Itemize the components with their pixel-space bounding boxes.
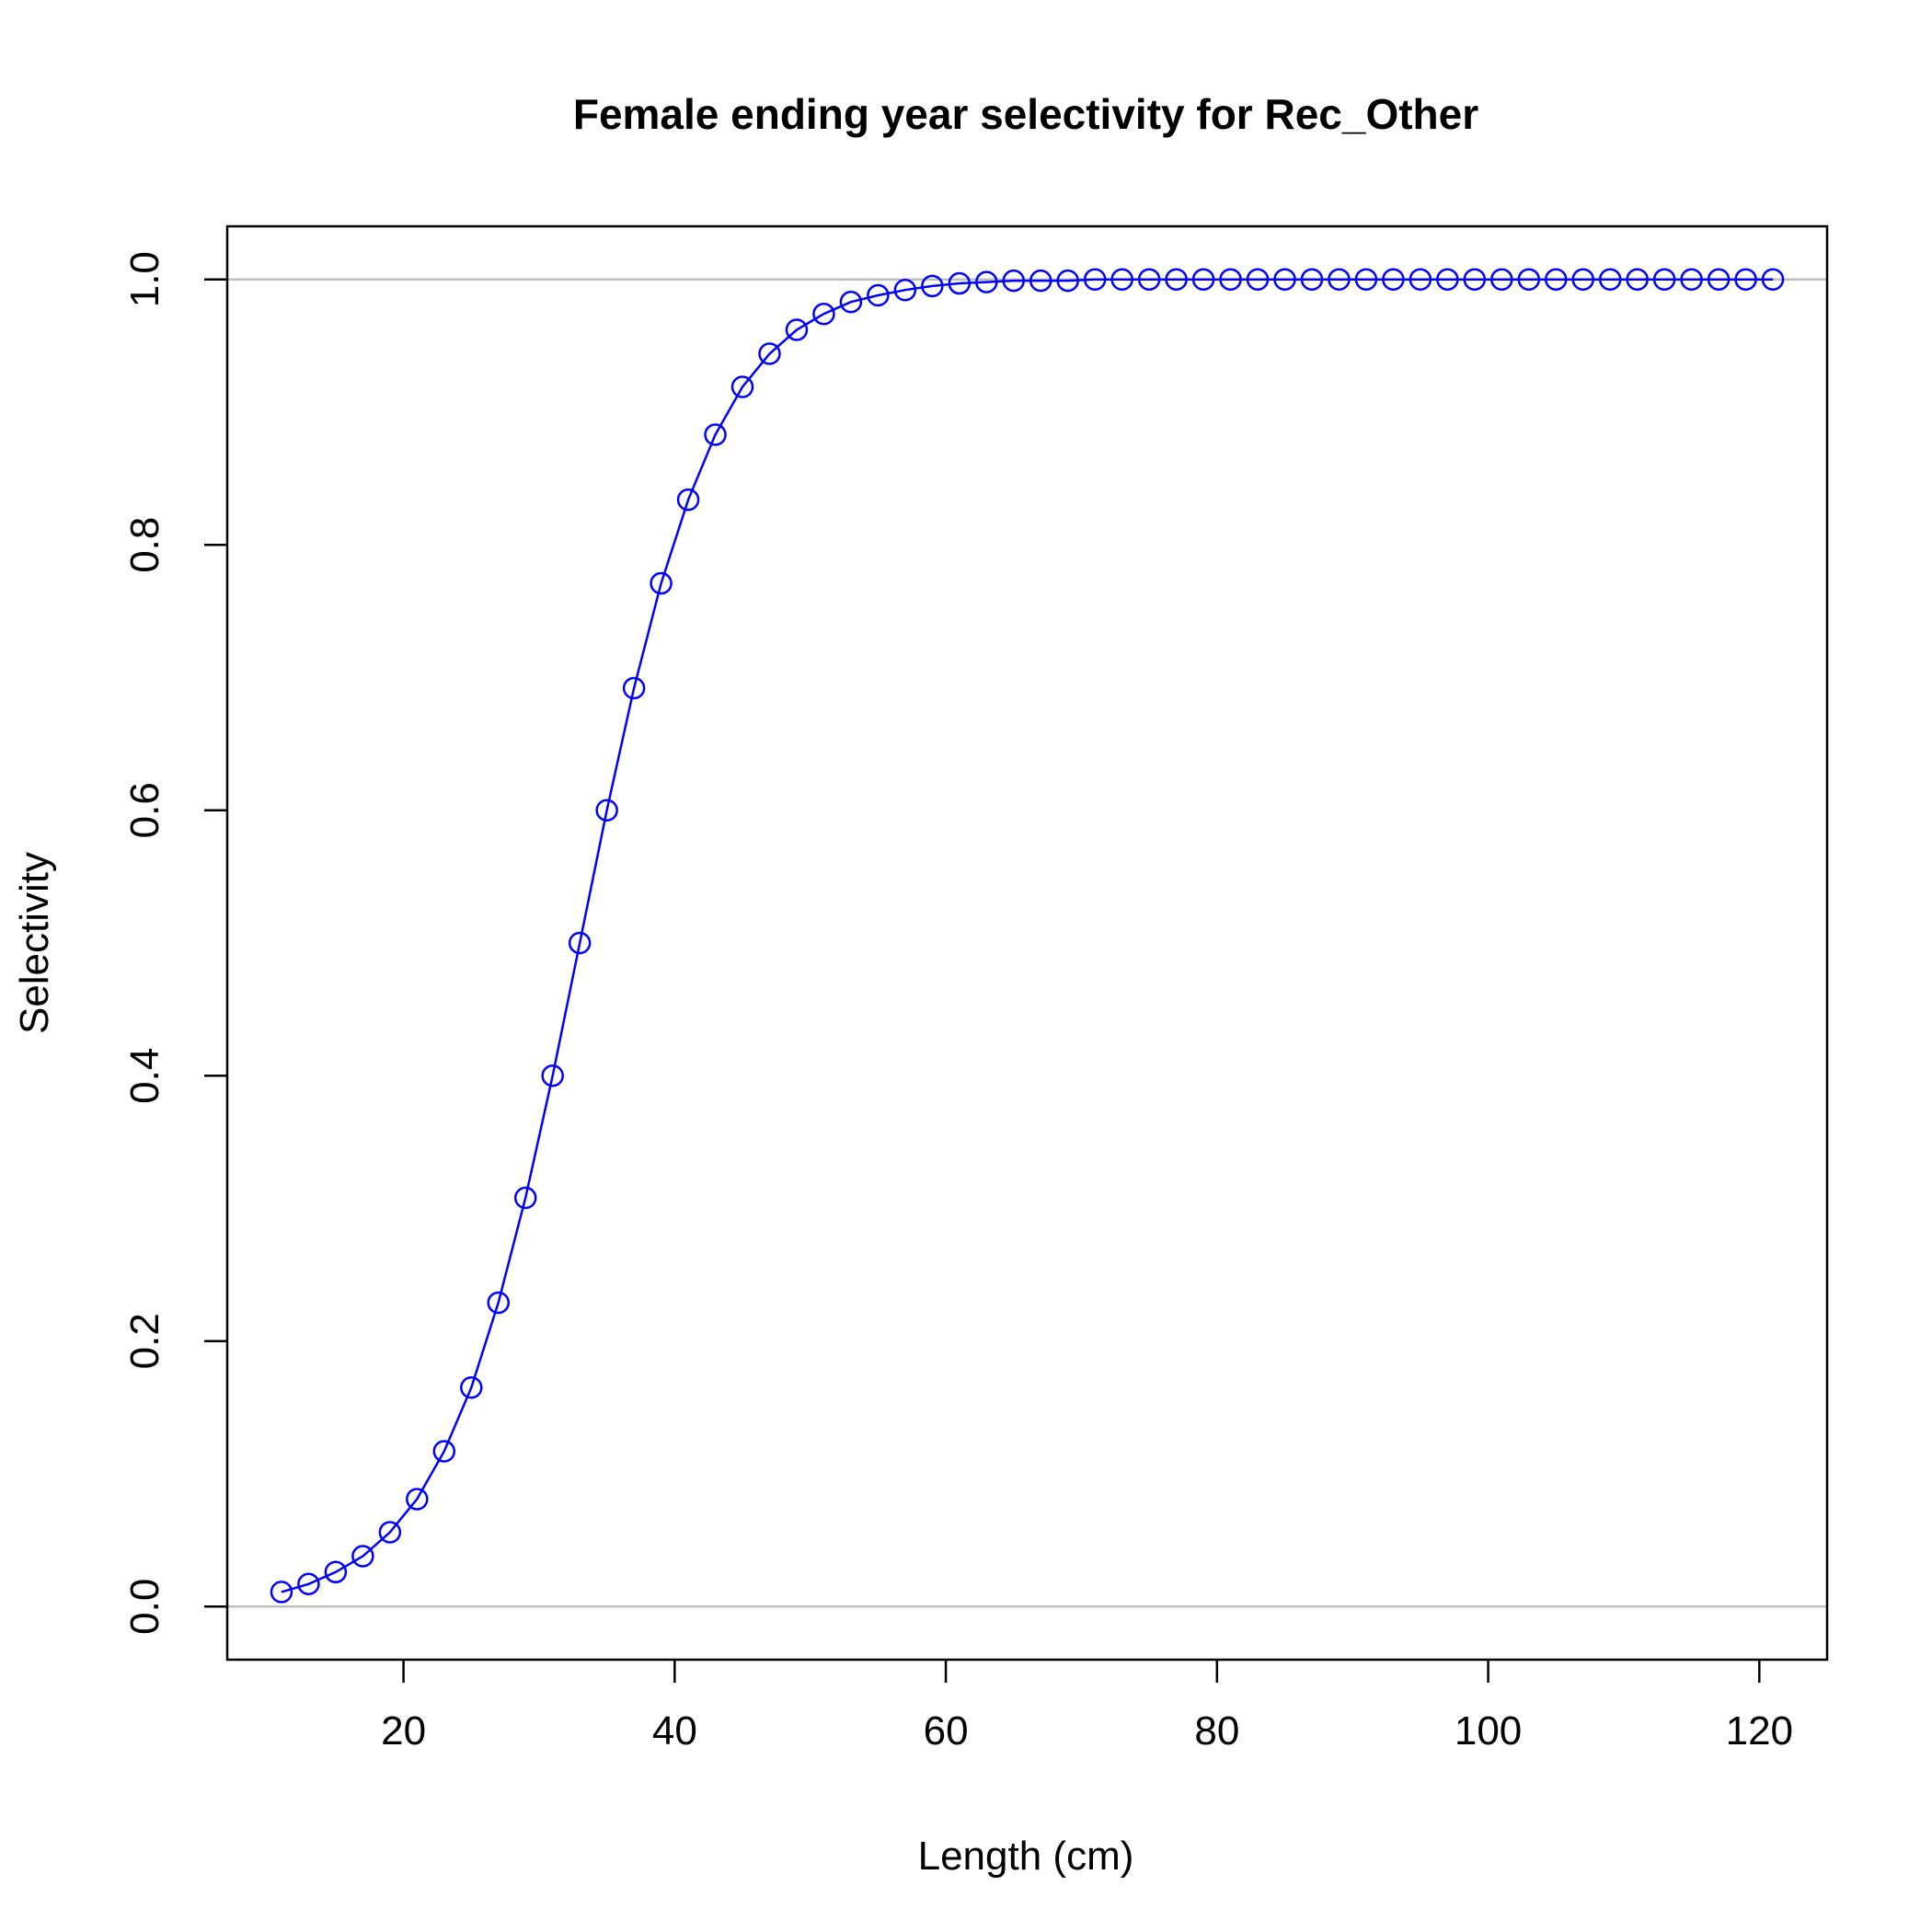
data-point: [785, 318, 809, 341]
data-point: [297, 1572, 320, 1596]
data-point: [1652, 268, 1676, 291]
data-point: [1083, 268, 1107, 291]
data-point: [1761, 268, 1785, 291]
data-point: [432, 1440, 456, 1463]
data-point: [893, 278, 917, 302]
data-point: [867, 283, 890, 307]
data-point: [1436, 268, 1459, 291]
data-point: [730, 375, 754, 398]
y-axis: 0.0 0.2 0.4 0.6 0.8 1.0: [122, 251, 227, 1635]
data-point: [460, 1376, 483, 1399]
y-axis-label: Selectivity: [12, 852, 57, 1034]
y-tick-label: 0.8: [122, 517, 167, 573]
data-point: [1734, 268, 1757, 291]
data-point: [1463, 268, 1487, 291]
data-point: [1056, 269, 1079, 293]
data-point: [324, 1560, 348, 1584]
data-point: [921, 274, 944, 298]
data-point: [1354, 268, 1378, 291]
x-tick-label: 20: [381, 1708, 426, 1754]
data-point: [650, 571, 673, 595]
data-point: [1002, 269, 1026, 293]
x-tick-label: 80: [1194, 1708, 1239, 1754]
data-point: [758, 342, 781, 365]
data-point: [351, 1545, 374, 1568]
data-point: [595, 799, 618, 822]
data-point: [812, 302, 835, 326]
data-point: [270, 1581, 293, 1604]
x-axis-label: Length (cm): [918, 1834, 1134, 1879]
plot-frame: [225, 224, 1829, 1662]
chart-title: Female ending year selectivity for Rec_O…: [573, 90, 1478, 138]
x-tick-label: 100: [1455, 1708, 1522, 1754]
data-point: [948, 271, 972, 295]
y-tick-label: 0.2: [122, 1313, 167, 1369]
data-point: [1707, 268, 1731, 291]
data-point: [568, 931, 592, 955]
data-point: [1219, 268, 1242, 291]
y-tick-label: 1.0: [122, 251, 167, 307]
data-point: [1246, 268, 1270, 291]
data-point: [1598, 268, 1622, 291]
x-tick-label: 60: [924, 1708, 969, 1754]
data-point: [541, 1064, 564, 1087]
data-point: [839, 290, 863, 314]
data-point: [1165, 268, 1188, 291]
data-point: [1626, 268, 1649, 291]
selectivity-points: [270, 268, 1785, 1604]
data-point: [622, 676, 646, 700]
x-tick-label: 40: [652, 1708, 697, 1754]
data-point: [1328, 268, 1351, 291]
data-point: [1382, 268, 1405, 291]
data-point: [1545, 268, 1568, 291]
y-tick-label: 0.0: [122, 1579, 167, 1635]
y-tick-label: 0.4: [122, 1048, 167, 1104]
data-point: [1680, 268, 1703, 291]
x-tick-label: 120: [1726, 1708, 1793, 1754]
y-tick-label: 0.6: [122, 782, 167, 838]
data-point: [1110, 268, 1133, 291]
data-point: [1029, 269, 1052, 293]
data-point: [487, 1291, 510, 1315]
selectivity-curve: [281, 278, 1774, 1593]
x-axis: 20 40 60 80 100 120: [381, 1660, 1793, 1754]
data-point: [513, 1186, 537, 1210]
data-point: [1517, 268, 1541, 291]
data-point: [1273, 268, 1296, 291]
data-point: [1409, 268, 1432, 291]
data-point: [704, 423, 727, 446]
data-point: [1490, 268, 1513, 291]
data-point: [1137, 268, 1161, 291]
data-point: [975, 270, 998, 293]
data-point: [378, 1521, 402, 1544]
data-point: [406, 1488, 429, 1511]
data-point: [1191, 268, 1215, 291]
data-point: [676, 488, 700, 512]
data-point: [1300, 268, 1324, 291]
data-point: [1571, 268, 1594, 291]
